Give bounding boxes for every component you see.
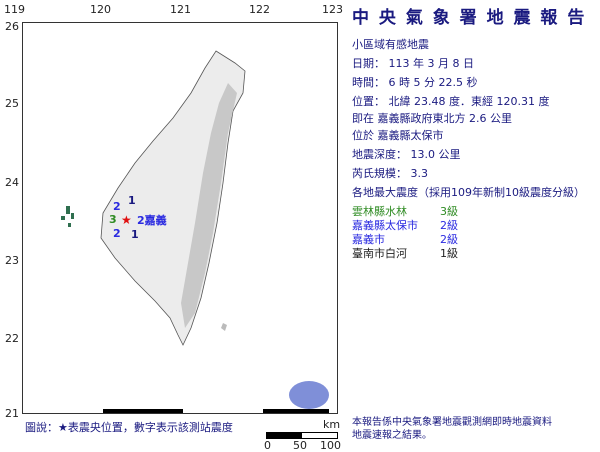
lat-tick: 22 bbox=[5, 332, 19, 345]
report-type: 小區域有感地震 bbox=[352, 38, 429, 51]
station-intensity: 3 bbox=[109, 213, 117, 226]
intensity-place: 嘉義市 bbox=[352, 233, 385, 246]
scale-label: 50 bbox=[293, 439, 307, 452]
cwa-logo bbox=[289, 381, 329, 409]
intensity-header: 各地最大震度（採用109年新制10級震度分級） bbox=[352, 186, 585, 199]
report-position: 位置： 北緯 23.48 度．東經 120.31 度 bbox=[352, 95, 550, 108]
map-scale-strip bbox=[263, 409, 329, 413]
intensity-row: 嘉義市 2級 bbox=[352, 233, 596, 246]
penghu-islands bbox=[61, 206, 74, 227]
intensity-level: 3級 bbox=[440, 205, 458, 218]
lon-tick: 121 bbox=[170, 3, 191, 16]
map-legend: 圖說：★表震央位置，數字表示該測站震度 bbox=[25, 421, 255, 434]
scale-bar bbox=[266, 432, 338, 439]
intensity-place: 嘉義縣太保市 bbox=[352, 219, 418, 232]
lon-tick: 122 bbox=[249, 3, 270, 16]
station-intensity: 2 bbox=[113, 200, 121, 213]
report-magnitude: 芮氏規模： 3.3 bbox=[352, 167, 428, 180]
report-panel: 中 央 氣 象 署 地 震 報 告 小區域有感地震 日期： 113 年 3 月 … bbox=[352, 8, 596, 261]
lat-tick: 23 bbox=[5, 254, 19, 267]
footnote-line-1: 本報告係中央氣象署地震觀測網即時地震資料 bbox=[352, 417, 552, 428]
taiwan-island bbox=[100, 50, 246, 346]
intensity-level: 2級 bbox=[440, 233, 458, 246]
lat-tick: 24 bbox=[5, 176, 19, 189]
legend-text: 圖說：★表震央位置，數字表示該測站震度 bbox=[25, 421, 233, 434]
lon-tick: 120 bbox=[90, 3, 111, 16]
intensity-place: 臺南市白河 bbox=[352, 247, 407, 260]
station-intensity: 1 bbox=[128, 194, 136, 207]
report-relative: 即在 嘉義縣政府東北方 2.6 公里 bbox=[352, 112, 512, 125]
mountain-shading bbox=[181, 83, 237, 328]
report-depth: 地震深度： 13.0 公里 bbox=[352, 148, 461, 161]
intensity-place: 雲林縣水林 bbox=[352, 205, 407, 218]
intensity-level: 2級 bbox=[440, 219, 458, 232]
lat-tick: 25 bbox=[5, 97, 19, 110]
scale-label: 100 bbox=[320, 439, 341, 452]
station-intensity: 1 bbox=[131, 228, 139, 241]
intensity-level: 1級 bbox=[440, 247, 458, 260]
intensity-row: 嘉義縣太保市 2級 bbox=[352, 219, 596, 232]
footnote: 本報告係中央氣象署地震觀測網即時地震資料 地震速報之結果。 bbox=[352, 416, 596, 442]
scale-label: 0 bbox=[264, 439, 271, 452]
report-time: 時間： 6 時 5 分 22.5 秒 bbox=[352, 76, 478, 89]
taiwan-map bbox=[61, 50, 246, 346]
lon-tick: 123 bbox=[322, 3, 343, 16]
epicenter-star-icon: ★ bbox=[121, 213, 132, 227]
footnote-line-2: 地震速報之結果。 bbox=[352, 430, 432, 441]
intensity-row: 雲林縣水林 3級 bbox=[352, 205, 596, 218]
map-scale-strip bbox=[103, 409, 183, 413]
map-panel: 1 2 3 2嘉義 2 1 ★ bbox=[22, 22, 338, 414]
report-date: 日期： 113 年 3 月 8 日 bbox=[352, 57, 474, 70]
station-intensity: 2 bbox=[113, 227, 121, 240]
report-located: 位於 嘉義縣太保市 bbox=[352, 129, 444, 142]
intensity-row: 臺南市白河 1級 bbox=[352, 247, 596, 260]
green-island bbox=[221, 323, 227, 331]
report-title: 中 央 氣 象 署 地 震 報 告 bbox=[352, 8, 587, 28]
lon-tick: 119 bbox=[4, 3, 25, 16]
lat-tick: 26 bbox=[5, 20, 19, 33]
lat-tick: 21 bbox=[5, 407, 19, 420]
station-intensity: 2嘉義 bbox=[137, 214, 167, 227]
scale-unit: km bbox=[323, 418, 341, 431]
